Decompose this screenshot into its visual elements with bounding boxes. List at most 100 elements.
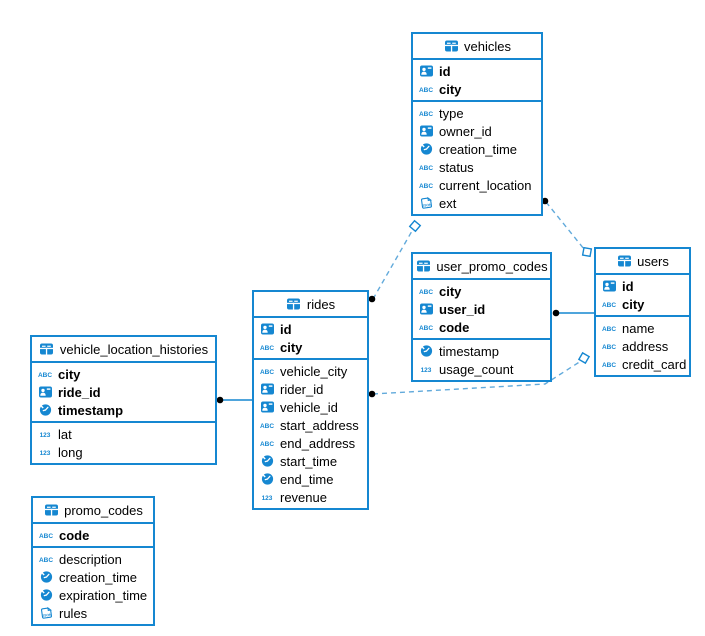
field-row-city[interactable]: ABC city [596,295,689,313]
id-badge-icon [259,400,275,414]
clock-icon [418,142,434,156]
field-row-usage_count[interactable]: 123 usage_count [413,360,550,378]
field-row-credit_card[interactable]: ABC credit_card [596,355,689,373]
number-icon: 123 [37,445,53,459]
field-row-end_address[interactable]: ABC end_address [254,434,367,452]
field-name: name [622,320,655,336]
svg-text:ABC: ABC [602,362,616,369]
field-row-code[interactable]: ABC code [33,526,153,544]
table-header[interactable]: user_promo_codes [413,254,550,280]
field-row-ride_id[interactable]: ride_id [32,383,215,401]
id-badge-icon [259,382,275,396]
svg-text:JSON: JSON [421,203,431,208]
field-row-name[interactable]: ABC name [596,319,689,337]
table-header[interactable]: users [596,249,689,275]
clock-icon [418,344,434,358]
field-row-id[interactable]: id [596,277,689,295]
table-header[interactable]: rides [254,292,367,318]
field-name: address [622,338,669,354]
field-row-lat[interactable]: 123 lat [32,425,215,443]
field-row-city[interactable]: ABC city [413,282,550,300]
field-name: expiration_time [59,587,148,603]
field-row-ext[interactable]: JSON ext [413,194,541,212]
field-name: city [439,81,462,97]
relationship-rides-users[interactable] [372,360,582,395]
table-icon [43,503,59,517]
svg-text:ABC: ABC [260,369,274,376]
fields-section: ABC vehicle_city rider_id vehicle_id ABC… [254,360,367,508]
field-row-timestamp[interactable]: timestamp [413,342,550,360]
number-icon: 123 [37,427,53,441]
field-row-vehicle_id[interactable]: vehicle_id [254,398,367,416]
table-title: promo_codes [64,502,143,518]
table-header[interactable]: vehicle_location_histories [32,337,215,363]
field-name: rules [59,605,88,621]
field-row-code[interactable]: ABC code [413,318,550,336]
field-row-end_time[interactable]: end_time [254,470,367,488]
field-row-id[interactable]: id [413,62,541,80]
field-row-address[interactable]: ABC address [596,337,689,355]
field-row-long[interactable]: 123 long [32,443,215,461]
table-rides[interactable]: rides id ABC city ABC vehicle_city rider… [252,290,369,510]
key-fields-section: ABC code [33,524,153,548]
field-row-revenue[interactable]: 123 revenue [254,488,367,506]
text-icon: ABC [418,106,434,120]
text-icon: ABC [418,82,434,96]
table-users[interactable]: users id ABC city ABC name ABC address A… [594,247,691,377]
field-row-description[interactable]: ABC description [33,550,153,568]
json-icon: JSON [418,196,434,210]
field-row-user_id[interactable]: user_id [413,300,550,318]
fields-section: ABC name ABC address ABC credit_card [596,317,689,375]
table-vehicle_location_histories[interactable]: vehicle_location_histories ABC city ride… [30,335,217,465]
text-icon: ABC [38,552,54,566]
field-row-city[interactable]: ABC city [32,365,215,383]
table-title: vehicle_location_histories [59,341,209,357]
field-name: user_id [439,301,486,317]
field-row-owner_id[interactable]: owner_id [413,122,541,140]
field-name: owner_id [439,123,492,139]
key-fields-section: ABC city user_id ABC code [413,280,550,340]
field-row-city[interactable]: ABC city [254,338,367,356]
table-user_promo_codes[interactable]: user_promo_codes ABC city user_id ABC co… [411,252,552,382]
field-row-start_address[interactable]: ABC start_address [254,416,367,434]
field-row-type[interactable]: ABC type [413,104,541,122]
relationship-rides-vehicles[interactable] [372,230,413,300]
field-row-rules[interactable]: JSON rules [33,604,153,622]
fields-section: 123 lat 123 long [32,423,215,463]
field-name: end_time [280,471,334,487]
field-row-creation_time[interactable]: creation_time [413,140,541,158]
field-name: code [59,527,90,543]
table-icon [39,342,55,356]
relationship-vehicles-users[interactable] [545,201,585,250]
field-row-rider_id[interactable]: rider_id [254,380,367,398]
field-row-start_time[interactable]: start_time [254,452,367,470]
field-row-vehicle_city[interactable]: ABC vehicle_city [254,362,367,380]
field-name: lat [58,426,72,442]
field-name: timestamp [439,343,499,359]
text-icon: ABC [418,160,434,174]
svg-text:123: 123 [40,450,51,457]
text-icon: ABC [418,284,434,298]
field-name: long [58,444,83,460]
field-row-creation_time[interactable]: creation_time [33,568,153,586]
text-icon: ABC [418,320,434,334]
field-name: status [439,159,474,175]
field-row-id[interactable]: id [254,320,367,338]
field-row-timestamp[interactable]: timestamp [32,401,215,419]
table-header[interactable]: vehicles [413,34,541,60]
table-promo_codes[interactable]: promo_codes ABC code ABC description cre… [31,496,155,626]
field-row-expiration_time[interactable]: expiration_time [33,586,153,604]
field-row-status[interactable]: ABC status [413,158,541,176]
id-badge-icon [259,322,275,336]
id-badge-icon [37,385,53,399]
field-row-current_location[interactable]: ABC current_location [413,176,541,194]
table-vehicles[interactable]: vehicles id ABC city ABC type owner_id c… [411,32,543,216]
table-header[interactable]: promo_codes [33,498,153,524]
svg-text:ABC: ABC [38,372,52,379]
field-name: current_location [439,177,532,193]
field-row-city[interactable]: ABC city [413,80,541,98]
field-name: vehicle_id [280,399,338,415]
relationship-diamond-endpoint [577,351,591,365]
text-icon: ABC [259,436,275,450]
field-name: city [280,339,303,355]
